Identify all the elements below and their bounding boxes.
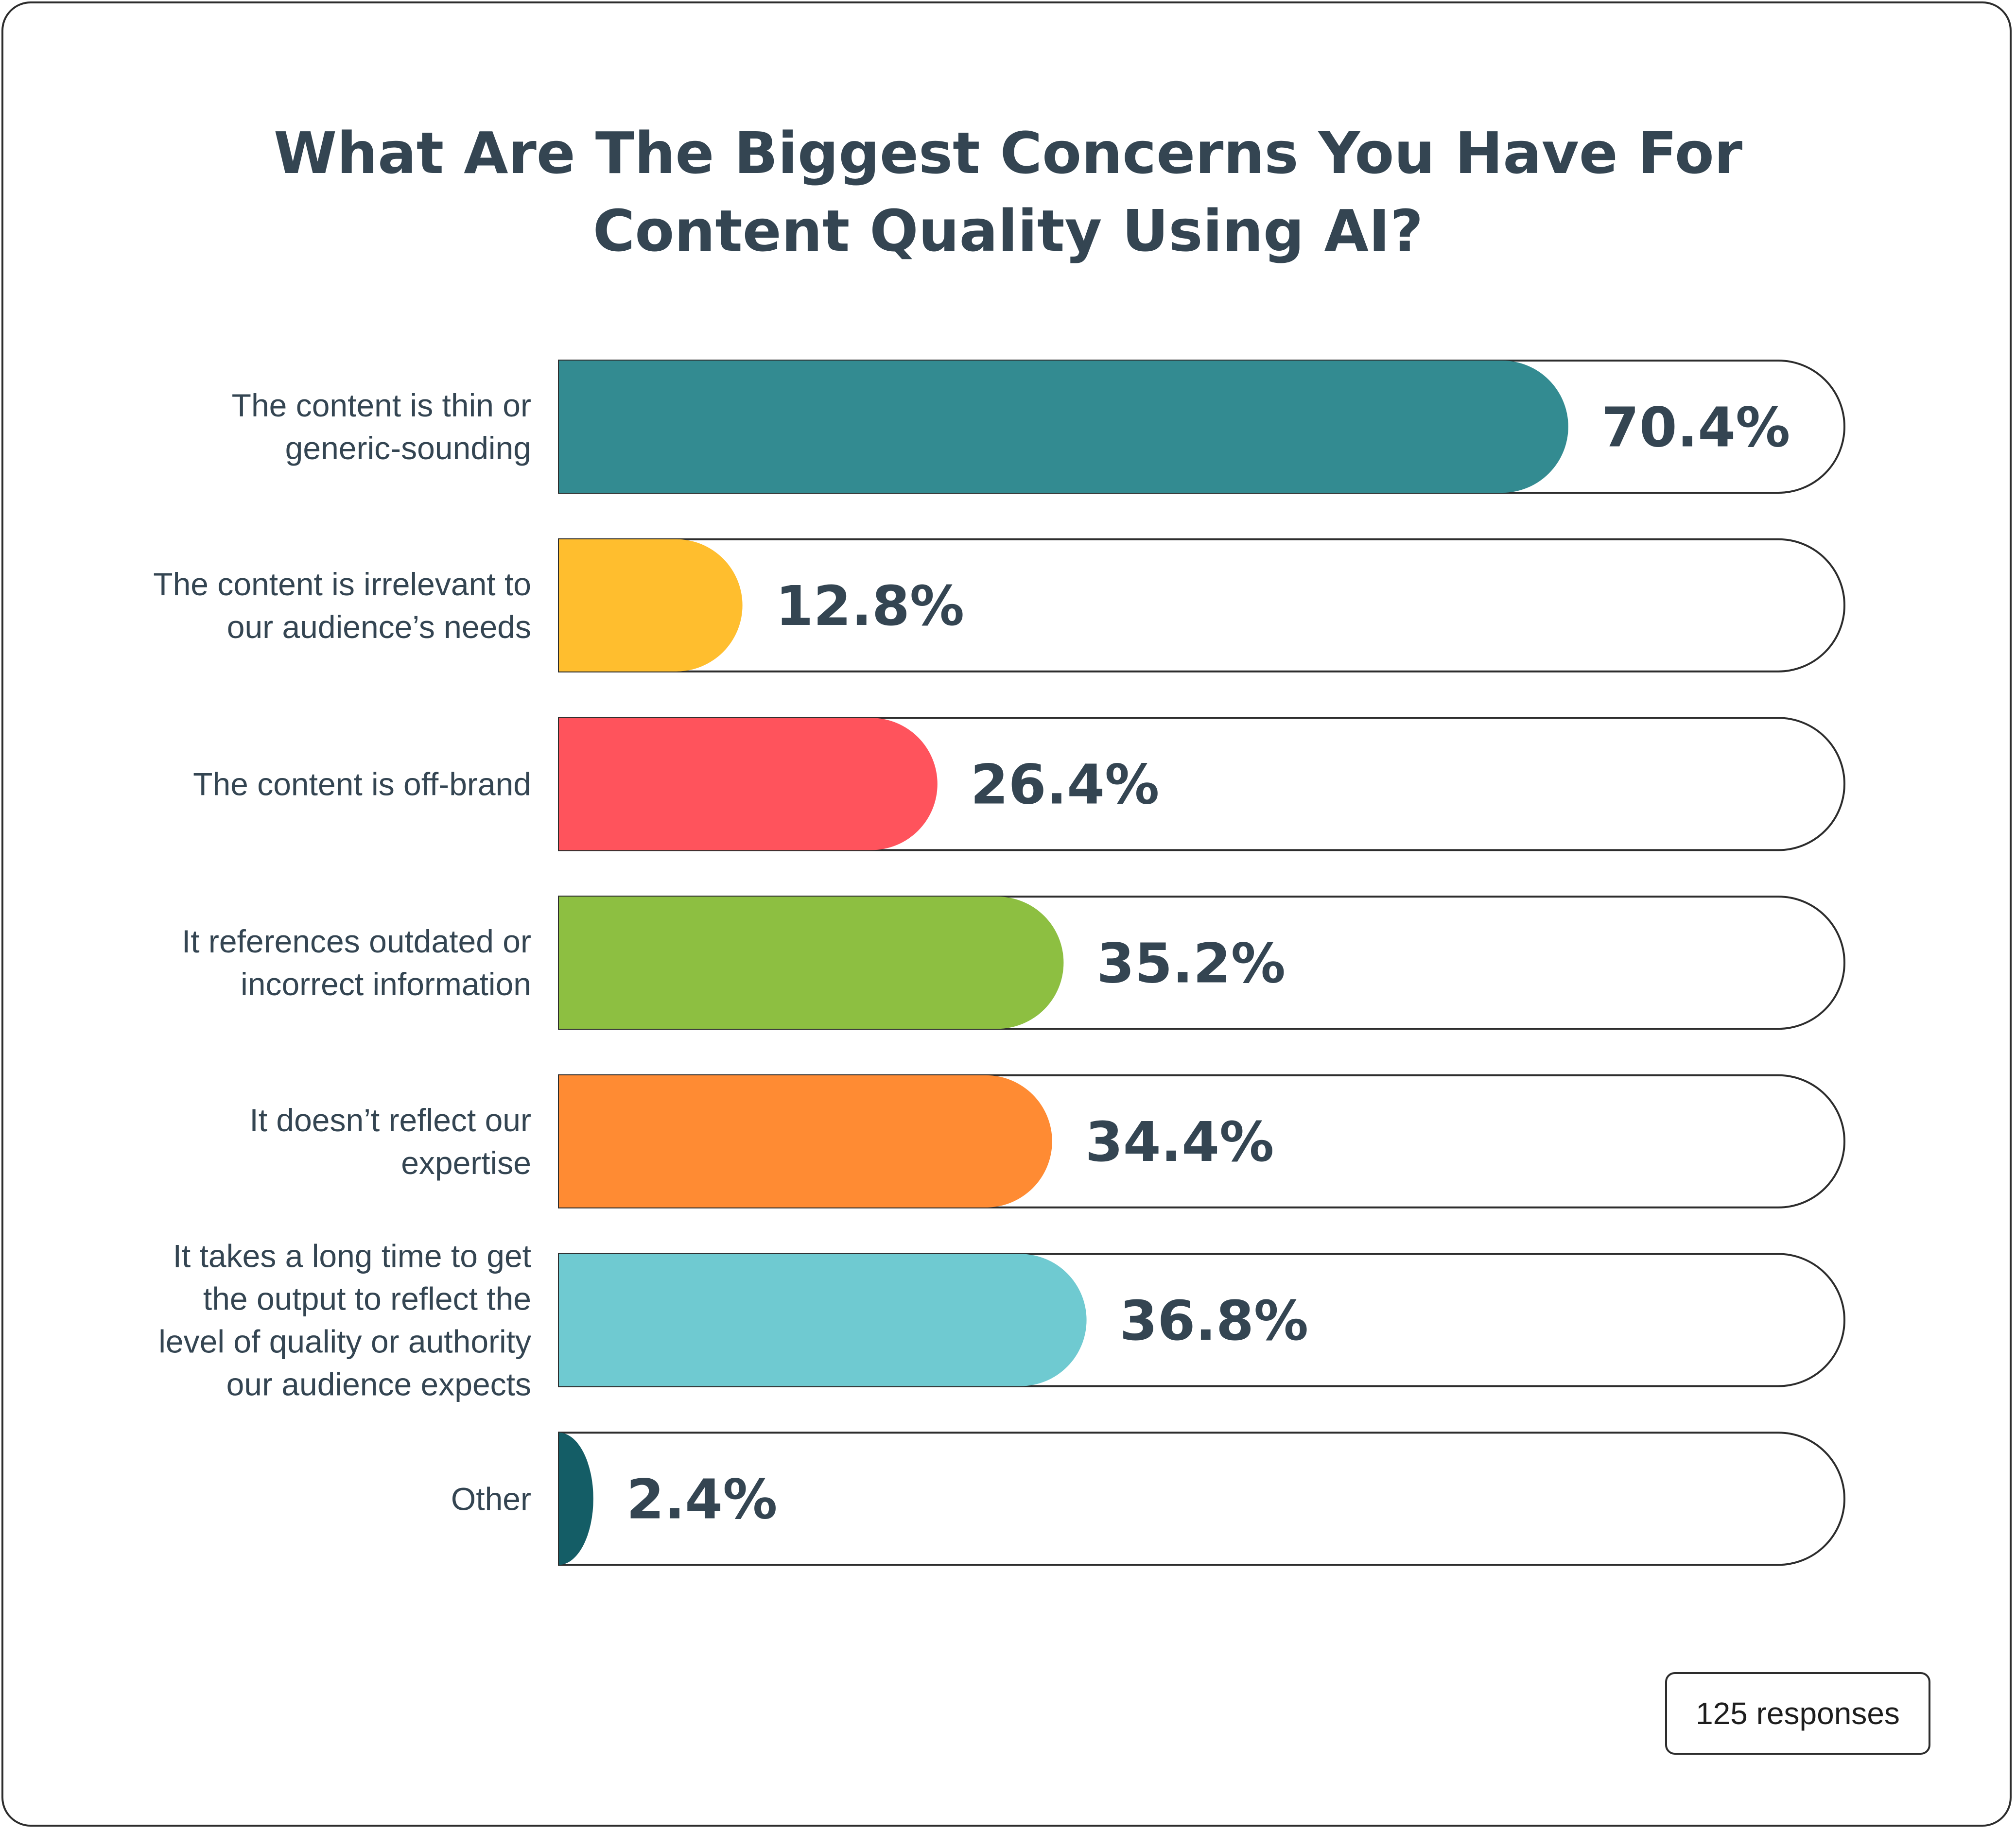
bar-row: 26.4% The content is off-brand — [193, 717, 1845, 851]
bar-row: 36.8% It takes a long time to get the outp… — [158, 1238, 1845, 1402]
category-label: The content is off-brand — [193, 766, 531, 802]
value-label: 26.4% — [971, 754, 1160, 817]
value-label: 12.8% — [776, 575, 965, 638]
bar-row: 12.8% The content is irrelevant to our aud… — [153, 538, 1845, 673]
bar — [559, 897, 1064, 1029]
bar-row: 2.4% Other — [451, 1432, 1845, 1566]
category-label-line: The content is off-brand — [193, 766, 531, 802]
value-label: 36.8% — [1120, 1290, 1309, 1353]
category-label-line: expertise — [401, 1145, 531, 1181]
category-label-line: It takes a long time to get — [173, 1238, 531, 1274]
value-label: 70.4% — [1601, 396, 1790, 459]
bar — [559, 1254, 1087, 1386]
bar — [559, 1075, 1052, 1208]
bar-row: 70.4% The content is thin or generic-sound… — [232, 360, 1845, 494]
bar-row: 34.4% It doesn’t reflect our expertise — [249, 1074, 1845, 1209]
category-label-line: Other — [451, 1481, 531, 1517]
category-label: It doesn’t reflect our expertise — [249, 1102, 531, 1181]
category-label-line: It doesn’t reflect our — [249, 1102, 531, 1138]
value-label: 2.4% — [626, 1468, 778, 1532]
category-label-line: The content is irrelevant to — [153, 566, 531, 602]
category-label-line: incorrect information — [241, 966, 531, 1002]
chart-title-line-2: Content Quality Using AI? — [592, 197, 1424, 264]
bar-track — [558, 538, 1845, 673]
value-label: 35.2% — [1096, 932, 1286, 995]
bar-row: 35.2% It references outdated or incorrect … — [182, 896, 1845, 1030]
bar — [559, 1433, 593, 1565]
bar — [559, 718, 938, 850]
category-label-line: the output to reflect the — [203, 1281, 531, 1317]
bar — [559, 361, 1568, 493]
chart-title: What Are The Biggest Concerns You Have F… — [0, 114, 2016, 270]
bar-track — [558, 1432, 1845, 1566]
bar — [559, 539, 743, 672]
category-label-line: generic-sounding — [285, 430, 531, 466]
chart-title-line-1: What Are The Biggest Concerns You Have F… — [273, 120, 1743, 187]
category-label: The content is irrelevant to our audience… — [153, 566, 531, 645]
category-label-line: our audience expects — [226, 1366, 531, 1402]
category-label: The content is thin or generic-sounding — [232, 387, 531, 466]
category-label: It takes a long time to get the output to… — [158, 1238, 531, 1402]
category-label-line: our audience’s needs — [227, 609, 531, 645]
value-label: 34.4% — [1085, 1111, 1274, 1174]
responses-badge: 125 responses — [1665, 1672, 1930, 1755]
category-label-line: level of quality or authority — [158, 1324, 531, 1360]
category-label-line: The content is thin or — [232, 387, 531, 423]
category-label-line: It references outdated or — [182, 923, 531, 959]
category-label: Other — [451, 1481, 531, 1517]
category-label: It references outdated or incorrect infor… — [182, 923, 531, 1002]
